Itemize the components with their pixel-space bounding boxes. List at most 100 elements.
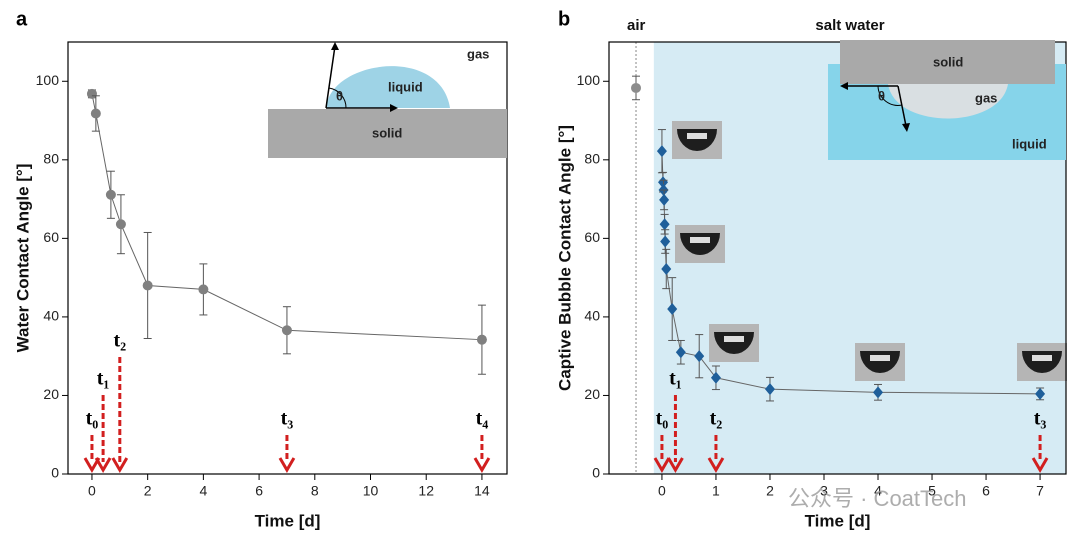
y-tick-label: 20 [43, 386, 59, 402]
inset-label: θ [336, 88, 343, 103]
arrowhead [94, 457, 112, 473]
point [658, 176, 669, 189]
bubble-photo [672, 121, 722, 159]
x-tick-label: 6 [982, 483, 990, 499]
plot-frame [67, 41, 508, 475]
droplet [326, 66, 450, 108]
arrowhead [1031, 457, 1049, 473]
time-label: t₂ [113, 330, 126, 352]
x-tick-label: 2 [144, 483, 152, 499]
panel-label: b [558, 8, 570, 30]
point [873, 386, 884, 399]
arrowhead [390, 104, 398, 112]
point [694, 350, 705, 363]
time-label: t₀ [656, 408, 669, 430]
inset-label: liquid [388, 79, 423, 94]
x-tick-label: 12 [418, 483, 434, 499]
y-tick-label: 80 [584, 151, 600, 167]
x-tick-label: 6 [255, 483, 263, 499]
photo-highlight [1032, 355, 1052, 361]
point [710, 371, 721, 384]
arrowhead [331, 42, 339, 50]
x-tick-label: 4 [199, 483, 207, 499]
point [1035, 387, 1046, 400]
inset-label: solid [372, 125, 402, 140]
y-axis-label: Water Contact Angle [°] [13, 164, 32, 353]
point [667, 303, 678, 316]
tangent-arrow [325, 45, 336, 109]
time-label: t₀ [86, 408, 99, 430]
inset-label: liquid [1012, 136, 1047, 151]
time-label: t₁ [97, 368, 110, 390]
y-tick-label: 80 [43, 151, 59, 167]
angle-arc [328, 87, 347, 109]
time-label: t₃ [1034, 408, 1047, 430]
y-tick-label: 60 [584, 229, 600, 245]
bubble-photo [855, 343, 905, 381]
x-tick-label: 5 [928, 483, 936, 499]
x-tick-label: 14 [474, 483, 490, 499]
photo-highlight [870, 355, 890, 361]
x-tick-label: 4 [874, 483, 882, 499]
photo-highlight [724, 336, 744, 342]
bubble-photo [675, 225, 725, 263]
inset-b: solid gas θ liquid [828, 40, 1066, 160]
arrowhead [707, 457, 725, 473]
time-label: t₄ [476, 408, 489, 430]
x-tick-label: 2 [766, 483, 774, 499]
y-tick-label: 100 [36, 72, 60, 88]
panel-label: a [16, 8, 28, 30]
point [764, 383, 775, 396]
point [476, 334, 487, 345]
y-tick-label: 0 [592, 465, 600, 481]
solid-block [840, 40, 1055, 84]
watermark: 公众号 · CoatTech [788, 486, 967, 511]
x-tick-label: 0 [658, 483, 666, 499]
point [281, 325, 292, 336]
photo-highlight [687, 133, 707, 139]
x-tick-label: 7 [1036, 483, 1044, 499]
point [661, 262, 672, 275]
point [86, 88, 97, 99]
arrowhead [667, 457, 684, 473]
plot-frame [608, 41, 1067, 475]
tangent-arrow [897, 85, 907, 127]
arrowhead [840, 82, 848, 90]
x-tick-label: 8 [311, 483, 319, 499]
bubble-photo [1017, 343, 1067, 381]
x-axis-label: Time [d] [805, 511, 871, 530]
y-tick-label: 40 [584, 308, 600, 324]
x-tick-label: 3 [820, 483, 828, 499]
point [675, 346, 686, 359]
point [660, 235, 671, 248]
point [105, 189, 116, 200]
y-tick-label: 20 [584, 386, 600, 402]
point [659, 193, 670, 206]
x-axis-label: Time [d] [255, 511, 321, 530]
angle-arc [877, 85, 903, 106]
arrowhead [902, 123, 910, 132]
region-label: salt water [815, 17, 884, 34]
inset-label: gas [467, 46, 489, 61]
arrowhead [278, 457, 296, 473]
solid-block [268, 109, 507, 158]
arrowhead [83, 457, 101, 473]
inset-a: gas liquid θ solid [268, 42, 507, 158]
point [198, 284, 209, 295]
point [659, 218, 670, 231]
inset-label: θ [878, 88, 885, 103]
x-tick-label: 1 [712, 483, 720, 499]
photo-highlight [690, 237, 710, 243]
arrowhead [653, 457, 671, 473]
time-label: t₁ [669, 368, 682, 390]
point [115, 219, 126, 230]
point [656, 145, 667, 158]
y-tick-label: 100 [577, 72, 601, 88]
point [142, 280, 153, 291]
point [90, 108, 101, 119]
y-axis-label: Captive Bubble Contact Angle [°] [555, 125, 574, 391]
inset-label: gas [975, 90, 997, 105]
region-label: air [627, 17, 646, 34]
arrowhead [473, 457, 491, 473]
